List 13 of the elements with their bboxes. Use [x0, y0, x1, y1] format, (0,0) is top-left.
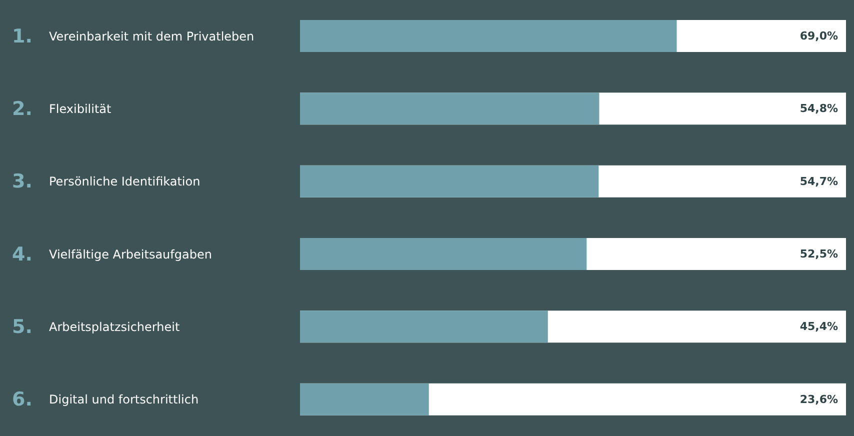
bar: [300, 383, 429, 416]
data-label: 54,7%: [800, 174, 838, 188]
y-tick-label: 5. Arbeitsplatzsicherheit: [12, 316, 180, 338]
data-label: 23,6%: [800, 392, 838, 406]
data-label: 45,4%: [800, 320, 838, 334]
y-tick-label: 6. Digital und fortschrittlich: [12, 388, 199, 411]
y-tick-label: 3. Persönliche Identifikation: [12, 170, 200, 193]
y-tick-label: 1. Vereinbarkeit mit dem Privatleben: [12, 25, 254, 48]
data-label: 69,0%: [800, 30, 838, 42]
data-label: 54,8%: [800, 102, 838, 116]
data-label: 52,5%: [800, 248, 838, 260]
y-tick-label: 4. Vielfältige Arbeitsaufgaben: [12, 243, 212, 266]
y-tick-label: 2. Flexibilität: [12, 98, 112, 120]
